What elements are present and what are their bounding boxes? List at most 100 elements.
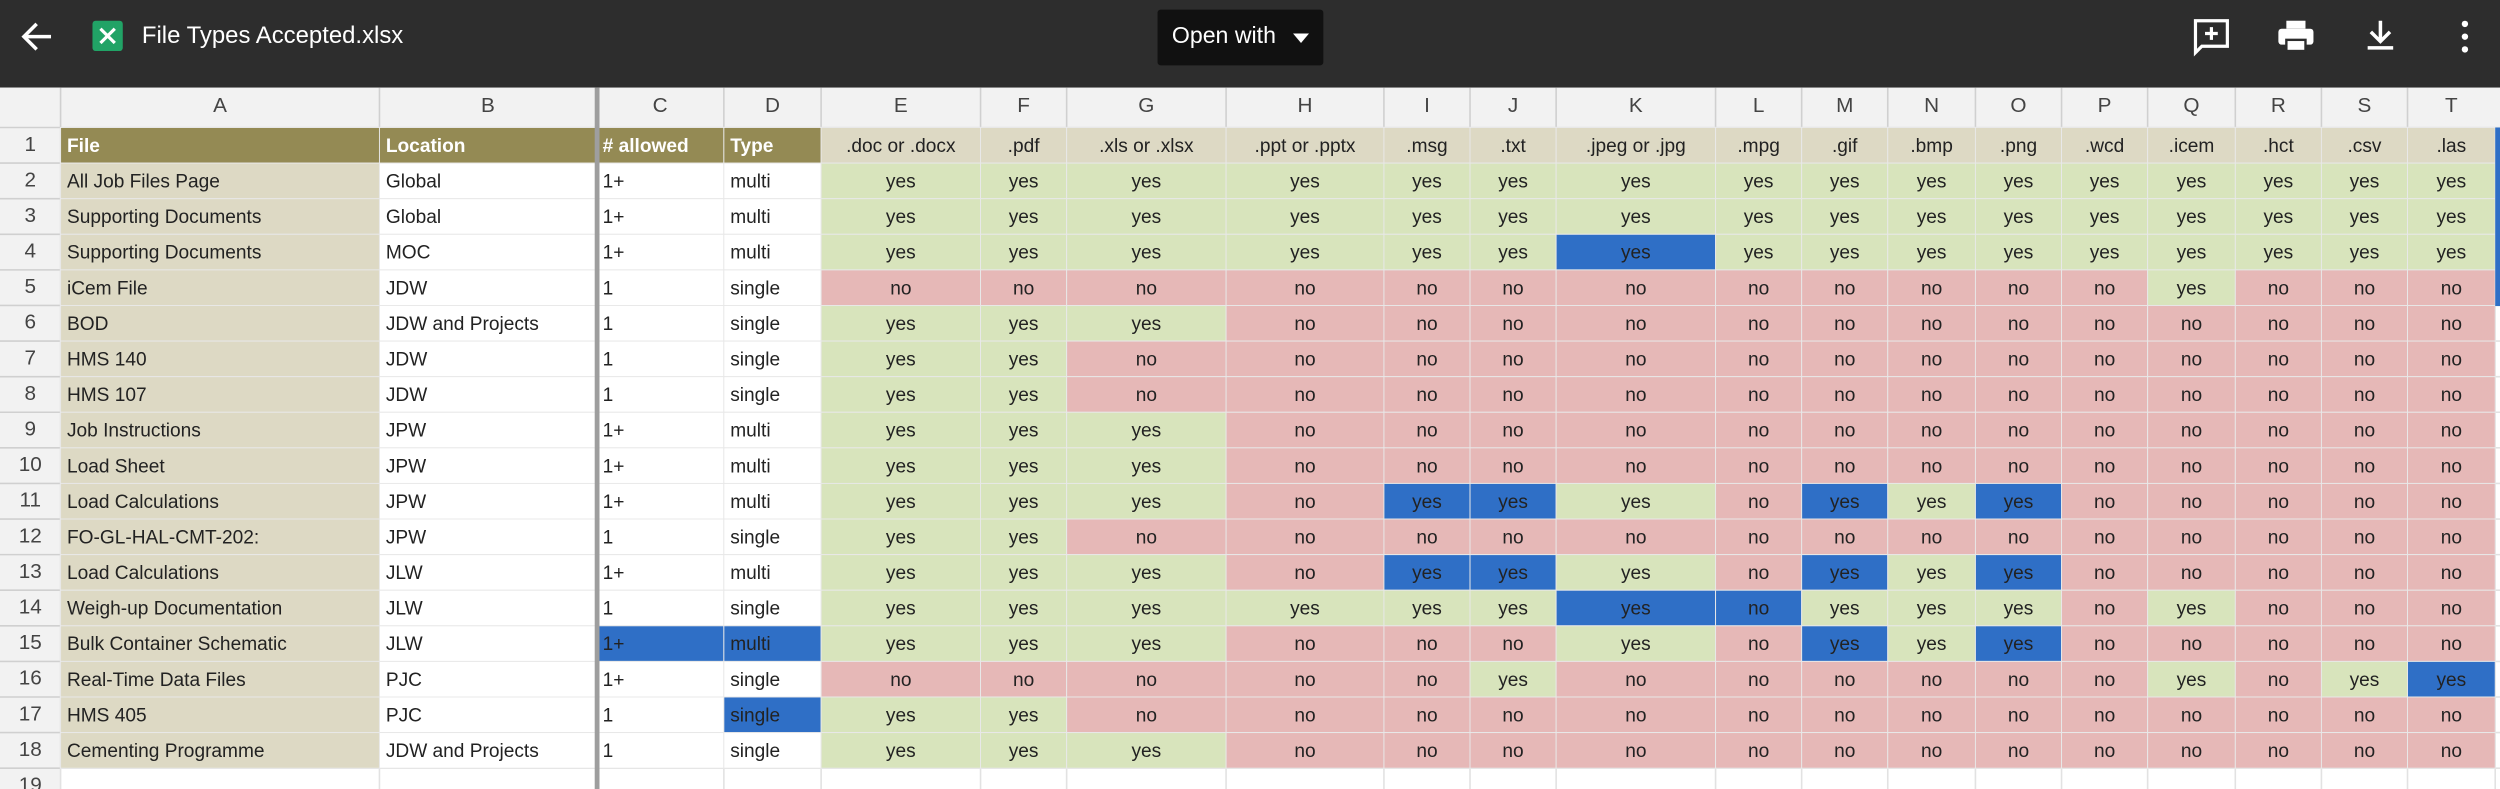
cell — [595, 518, 725, 556]
cell-text: no — [2354, 705, 2375, 726]
cell — [1066, 198, 1227, 235]
cell-text: no — [2441, 634, 2462, 655]
cell-text: single — [730, 705, 780, 726]
cell-text: multi — [730, 563, 770, 584]
cell-text: yes — [2436, 670, 2466, 691]
cell-text: yes — [1744, 172, 1774, 193]
download-button[interactable] — [2367, 20, 2394, 50]
cell-text: yes — [2350, 670, 2380, 691]
column-letter: C — [653, 94, 668, 117]
cell — [1225, 518, 1385, 556]
cell-text: yes — [2090, 172, 2120, 193]
row-number: 15 — [19, 631, 42, 654]
more-button[interactable] — [2461, 20, 2469, 53]
cell — [1801, 518, 1889, 556]
cell-text: PJC — [386, 705, 422, 726]
header-cell-text: .csv — [2347, 136, 2381, 157]
cell-text: JPW — [386, 527, 426, 548]
column-letter: N — [1924, 94, 1939, 117]
cell-text: no — [1013, 278, 1034, 299]
cell — [2061, 340, 2149, 378]
cell — [1469, 447, 1557, 484]
back-button[interactable] — [21, 22, 52, 51]
cell-text: yes — [886, 243, 916, 264]
cell — [820, 162, 982, 200]
cell — [1801, 554, 1889, 591]
dropdown-arrow[interactable] — [1293, 33, 1309, 44]
cell — [2320, 376, 2409, 413]
cell — [378, 518, 597, 556]
dot[interactable] — [2461, 46, 2469, 53]
add-comment-button[interactable] — [2193, 19, 2229, 57]
cell-text: no — [2268, 350, 2289, 371]
dot[interactable] — [2461, 33, 2469, 40]
cell-text: yes — [1290, 599, 1320, 620]
cell — [1801, 696, 1889, 734]
cell — [1974, 554, 2063, 591]
comment-icon[interactable] — [2193, 19, 2229, 57]
cell-text: yes — [2004, 599, 2034, 620]
cell-text: no — [1748, 278, 1769, 299]
cell — [1974, 269, 2063, 306]
cell — [980, 376, 1068, 413]
cell — [60, 127, 380, 164]
cell — [2061, 447, 2149, 484]
cell — [1225, 162, 1385, 200]
download-icon[interactable] — [2367, 20, 2394, 50]
cell-text: yes — [1290, 207, 1320, 228]
print-icon-paper[interactable] — [2285, 38, 2307, 53]
cell-text: no — [2441, 599, 2462, 620]
header-cell-text: .xls or .xlsx — [1099, 136, 1194, 157]
open-with-button[interactable] — [1157, 9, 1324, 66]
cell-text: no — [1416, 278, 1437, 299]
cell-text: no — [1502, 350, 1523, 371]
dot[interactable] — [2461, 20, 2469, 28]
header-cell-text: # allowed — [603, 136, 689, 157]
cell — [1801, 127, 1889, 164]
print-icon-top[interactable] — [2286, 20, 2306, 29]
print-button[interactable] — [2278, 20, 2314, 53]
cell — [1801, 660, 1889, 698]
cell-text: no — [1625, 527, 1646, 548]
cell-text: no — [1921, 456, 1942, 477]
cell-text: no — [1416, 670, 1437, 691]
cell-text: no — [1625, 421, 1646, 442]
excel-icon-mark — [99, 27, 116, 45]
cell — [1887, 518, 1976, 556]
cell — [980, 447, 1068, 484]
cell — [2147, 127, 2236, 164]
cell-text: yes — [886, 314, 916, 335]
cell-text: JPW — [386, 456, 426, 477]
open-with-label[interactable]: Open with — [1172, 22, 1276, 48]
cell-text: multi — [730, 172, 770, 193]
cell-text: no — [1834, 385, 1855, 406]
cell — [1225, 233, 1385, 271]
cell — [2061, 518, 2149, 556]
row-header-bar — [0, 87, 61, 789]
cell-text: Weigh-up Documentation — [67, 599, 282, 620]
cell — [1383, 482, 1471, 520]
cell — [1066, 732, 1227, 769]
cell — [1225, 554, 1385, 591]
cell-text: yes — [1621, 172, 1651, 193]
cell-text: single — [730, 527, 780, 548]
cell-text: no — [1748, 705, 1769, 726]
cell — [60, 447, 380, 484]
cell-text: no — [1502, 278, 1523, 299]
cell-text: no — [2094, 492, 2115, 513]
cell-text: no — [1834, 527, 1855, 548]
header-cell-text: .hct — [2263, 136, 2294, 157]
cell — [1974, 589, 2063, 627]
plus-icon[interactable] — [2205, 27, 2218, 40]
header-cell-text: .msg — [1406, 136, 1447, 157]
cell-text: Load Sheet — [67, 456, 165, 477]
cell — [1066, 447, 1227, 484]
cell — [1715, 411, 1803, 449]
cell-text: no — [1294, 670, 1315, 691]
cell-text: yes — [2350, 172, 2380, 193]
cell-text: Bulk Container Schematic — [67, 634, 287, 655]
cell-text: no — [1416, 634, 1437, 655]
cell — [2407, 696, 2496, 734]
row-number: 16 — [19, 667, 42, 690]
